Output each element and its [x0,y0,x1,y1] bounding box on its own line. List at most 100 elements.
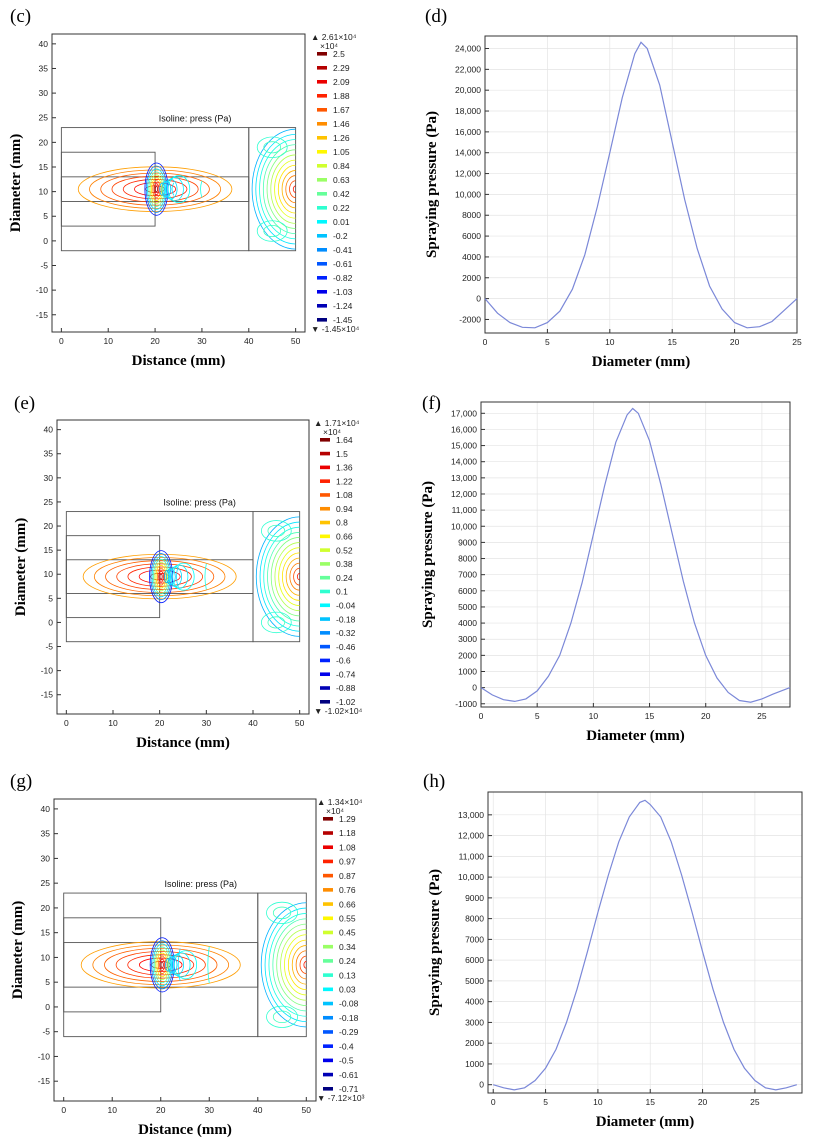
y-tick-label: -15 [38,1076,51,1086]
colorbar-swatch [323,873,333,878]
y-tick-label: 10,000 [455,189,481,199]
x-tick-label: 40 [244,336,254,346]
colorbar-scale: ×10⁴ [326,806,344,816]
x-tick-label: 25 [750,1097,760,1107]
grid [480,402,790,707]
isoline-low [163,570,170,584]
x-tick-label: 30 [197,336,207,346]
colorbar-swatch [320,658,330,663]
contour-panel-1: (e) 0 10 20 30 40 50 -15 -10 -5 0 5 10 15 20 25 30 35 40 Di… [13,393,363,751]
colorbar-label: -1.02 [336,697,356,707]
x-tick-label: 50 [291,336,301,346]
colorbar-label: 1.05 [333,147,350,157]
isoline-core [154,561,168,592]
y-tick-label: 9000 [465,893,484,903]
isoline-high [134,182,177,197]
x-tick-label: 0 [491,1097,496,1107]
colorbar-label: 0.42 [333,189,350,199]
y-tick-label: 0 [472,683,477,693]
colorbar-swatch [317,304,327,308]
colorbar-swatch [323,859,333,864]
colorbar-scale: ×10⁴ [323,427,341,437]
y-axis-label: Spraying pressure (Pa) [424,111,440,258]
isoline-high [80,941,241,989]
x-tick-label: 25 [757,711,767,721]
colorbar-swatch [323,973,333,977]
colorbar-label: -0.2 [333,231,348,241]
isoline-high [116,563,204,590]
x-axis-label: Diameter (mm) [596,1114,694,1130]
isoline-low [167,175,191,204]
isoline-core [151,556,171,598]
isoline-high [100,172,210,206]
colorbar-label: 1.46 [333,119,350,129]
isoline-target [251,128,296,250]
isoline-corner [266,1005,298,1028]
x-tick-label: 10 [107,1105,117,1115]
x-tick-label: 20 [730,337,740,347]
colorbar-max: ▲ 1.71×10⁴ [314,418,360,428]
isoline-high [115,951,206,979]
isoline-corner [272,1010,292,1024]
y-tick-label: -5 [45,642,53,652]
colorbar-label: -0.08 [339,999,359,1009]
y-tick-label: 2000 [462,273,481,283]
isoline-core [154,186,159,193]
isoline-channel [207,946,210,984]
domain-geometry [60,127,297,252]
y-tick-label: 9000 [458,537,477,547]
y-tick-label: 10 [44,569,54,579]
isoline-corner [263,141,282,154]
x-tick-label: 0 [64,718,69,728]
y-tick-label: 20 [44,521,54,531]
plot-frame [51,33,306,333]
y-tick-label: 11,000 [452,505,478,515]
colorbar-swatch [317,262,327,266]
y-tick-label: 18,000 [455,106,481,116]
x-tick-label: 20 [156,1105,166,1115]
y-tick-label: 2000 [458,650,477,660]
y-axis-label: Diameter (mm) [8,134,24,232]
x-tick-label: 10 [589,711,599,721]
colorbar-swatch [323,1001,333,1006]
isoline-core [159,958,166,971]
y-tick-label: 22,000 [455,64,481,74]
x-axis-label: Distance (mm) [138,1122,232,1138]
colorbar-label: 1.29 [339,814,356,824]
isoline-target [303,961,307,969]
colorbar-label: -0.5 [339,1056,354,1066]
isoline-target [292,185,296,193]
isoline-core [160,961,164,968]
y-tick-label: -10 [36,285,49,295]
isoline-title: Isoline: press (Pa) [159,114,232,124]
isoline-title: Isoline: press (Pa) [164,879,237,889]
colorbar-label: -1.45 [333,315,353,325]
isoline-low [170,564,189,589]
isoline-corner [261,611,292,634]
colorbar-label: 1.26 [333,133,350,143]
y-tick-label: 0 [43,236,48,246]
colorbar-swatch [323,845,333,850]
x-tick-label: 50 [302,1105,312,1115]
isoline-low [159,182,165,196]
colorbar-label: 1.08 [339,842,356,852]
inner-jet-channel [60,176,250,202]
y-tick-label: 15 [39,162,49,172]
domain-geometry [65,511,301,643]
colorbar-swatch [317,192,327,196]
isoline-core [159,573,163,580]
x-tick-label: 40 [248,718,258,728]
y-tick-label: 7000 [465,934,484,944]
colorbar-swatch [323,930,333,935]
colorbar-label: 0.03 [339,985,356,995]
colorbar-label: 0.24 [336,573,353,583]
colorbar-label: 0.66 [336,532,353,542]
y-tick-label: 25 [39,113,49,123]
colorbar-min: ▼ -1.02×10⁴ [314,706,363,716]
x-tick-label: 5 [545,337,550,347]
colorbar-swatch [320,438,330,442]
isoline-target [288,939,307,990]
x-tick-label: 30 [202,718,212,728]
grid [488,792,802,1093]
y-tick-label: -15 [36,310,49,320]
